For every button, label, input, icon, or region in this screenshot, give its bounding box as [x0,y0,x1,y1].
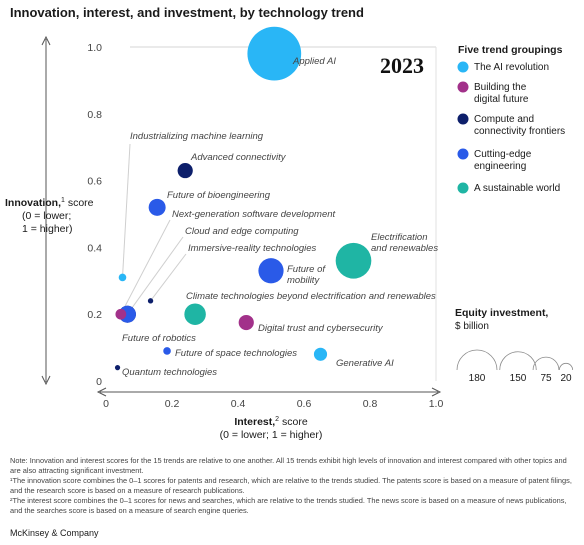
leader-line-cloud-and-edge-computing [127,236,184,315]
point-label-electrification-and-renewables: and renewables [371,243,438,254]
size-legend-value: 180 [469,373,486,384]
size-legend-title: Equity investment, [455,307,548,319]
bubble-next-generation-software-development [115,308,127,320]
legend-label-engineering: Cutting-edge [474,149,532,160]
x-tick-label: 0.4 [231,398,246,410]
bubble-quantum-technologies [114,365,121,371]
point-label-electrification-and-renewables: Electrification [371,232,428,243]
x-axis-title: Interest,2 score [234,416,308,428]
y-tick-label: 0 [96,376,102,388]
bubble-future-of-bioengineering [148,198,166,216]
y-axis-title: Innovation,1 score [5,197,94,209]
y-tick-label: 0.8 [87,109,102,121]
bubble-climate-technologies-beyond-electrification-and-renewables [184,303,206,325]
point-label-advanced-connectivity: Advanced connectivity [190,152,287,163]
point-label-immersive-reality-technologies: Immersive-reality technologies [188,243,317,254]
bubble-electrification-and-renewables [335,242,372,279]
size-legend-title: $ billion [455,321,489,332]
footnote-interest: ²The interest score combines the 0–1 sco… [10,496,567,515]
legend-swatch-sustain [457,182,469,194]
x-axis-title-line2: (0 = lower; 1 = higher) [220,429,323,441]
publisher-credit: McKinsey & Company [10,528,99,538]
x-tick-label: 0.6 [297,398,312,410]
legend-label-ai: The AI revolution [474,62,549,73]
legend-label-compute: Compute and [474,114,534,125]
legend-label-digital: digital future [474,94,529,105]
point-label-future-of-mobility: Future of [287,264,326,275]
y-tick-label: 0.6 [87,176,102,188]
size-legend-value: 150 [510,373,527,384]
y-tick-label: 0.4 [87,242,102,254]
size-legend-arc-180 [456,349,498,371]
year-label: 2023 [380,53,424,78]
point-label-cloud-and-edge-computing: Cloud and edge computing [185,226,299,237]
y-axis-arrow-head-top [41,35,51,46]
bubble-industrializing-machine-learning [118,273,127,282]
size-legend-arc-75 [532,356,560,371]
size-legend-arc-150 [499,351,537,371]
legend-swatch-ai [457,61,469,73]
legend-label-digital: Building the [474,82,527,93]
point-label-generative-ai: Generative AI [336,358,394,369]
y-axis-title-line3: 1 = higher) [22,223,73,235]
leader-line-next-generation-software-development [120,219,171,315]
point-label-future-of-bioengineering: Future of bioengineering [167,190,271,201]
point-label-industrializing-machine-learning: Industrializing machine learning [130,131,264,142]
bubble-immersive-reality-technologies [147,298,154,304]
size-legend-arc-20 [558,362,574,371]
bubble-advanced-connectivity [177,162,193,179]
leader-line-immersive-reality-technologies [150,253,187,302]
legend-label-engineering: engineering [474,161,526,172]
y-tick-label: 0.2 [87,309,102,321]
point-label-next-generation-software-development: Next-generation software development [172,209,336,220]
x-axis-arrow-head-left [96,387,107,397]
leader-line-industrializing-machine-learning [122,143,131,278]
point-label-digital-trust-and-cybersecurity: Digital trust and cybersecurity [258,323,384,334]
bubble-generative-ai [313,347,328,361]
legend-swatch-compute [457,113,469,125]
bubble-digital-trust-and-cybersecurity [238,314,254,331]
legend-swatch-engineering [457,148,469,160]
x-axis-arrow-head-right [431,387,442,397]
point-label-applied-ai: Applied AI [292,56,336,67]
bubble-future-of-space-technologies [163,347,171,355]
point-label-quantum-technologies: Quantum technologies [122,367,217,378]
size-legend-value: 75 [540,373,552,384]
y-tick-label: 1.0 [87,42,102,54]
chart-note: Note: Innovation and interest scores for… [10,456,567,475]
legend-swatch-digital [457,81,469,93]
bubble-chart: Innovation, interest, and investment, by… [5,5,574,441]
chart-title: Innovation, interest, and investment, by… [10,5,364,20]
point-label-future-of-mobility: mobility [287,275,320,286]
size-legend-value: 20 [560,373,572,384]
y-axis-arrow-head-bottom [41,375,51,386]
x-tick-label: 0 [103,398,109,410]
footnote-innovation: ¹The innovation score combines the 0–1 s… [10,476,572,495]
bubble-future-of-mobility [258,258,284,284]
x-tick-label: 1.0 [429,398,444,410]
y-axis-title-line2: (0 = lower; [22,210,71,222]
point-label-future-of-robotics: Future of robotics [122,333,196,344]
x-tick-label: 0.8 [363,398,378,410]
point-label-climate-technologies-beyond-electrification-and-renewables: Climate technologies beyond electrificat… [186,291,436,302]
legend-title: Five trend groupings [458,44,563,56]
x-tick-label: 0.2 [165,398,180,410]
legend-label-compute: connectivity frontiers [474,126,565,137]
point-label-future-of-space-technologies: Future of space technologies [175,348,297,359]
bubble-applied-ai [247,26,302,81]
legend-label-sustain: A sustainable world [474,183,560,194]
